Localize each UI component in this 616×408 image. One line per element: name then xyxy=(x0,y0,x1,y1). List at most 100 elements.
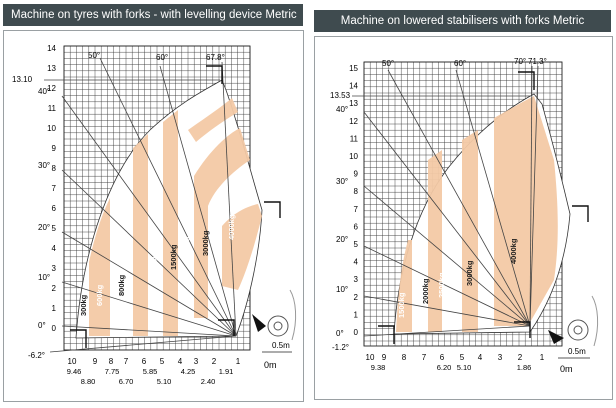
y-tick-label: 5 xyxy=(52,224,57,233)
y-tick-label: 14 xyxy=(47,44,56,53)
y-special-label: 13.53 xyxy=(330,91,351,100)
boom-angle-line xyxy=(529,65,533,327)
x-tick-label: 7 xyxy=(124,357,129,366)
y-tick-label: 1 xyxy=(354,310,359,319)
load-zone xyxy=(163,110,178,336)
x-tick-label: 5 xyxy=(460,353,465,362)
zero-label: 0m xyxy=(560,364,573,374)
load-label: 2000kg xyxy=(421,278,430,304)
boom-angle-line xyxy=(61,231,237,337)
y-tick-label: 9 xyxy=(52,144,57,153)
angle-label: 30° xyxy=(38,161,50,170)
angle-label: 0° xyxy=(336,329,344,338)
angle-label: 71.3° xyxy=(528,57,547,66)
x-special-label: 1.86 xyxy=(517,363,532,372)
angle-label-min: -1.2° xyxy=(332,343,349,352)
y-tick-label: 12 xyxy=(47,84,56,93)
y-tick-label: 4 xyxy=(52,244,57,253)
y-tick-label: 2 xyxy=(354,293,359,302)
load-chart-tyres: 67.8°60°50°40°30°20°10°0°-6.2°0123456789… xyxy=(12,44,297,386)
x-tick-label: 2 xyxy=(518,353,523,362)
chart-panel-stabilisers: Machine on lowered stabilisers with fork… xyxy=(308,0,616,408)
fork-icon xyxy=(70,329,87,348)
boom-angle-line xyxy=(363,295,531,327)
boom-angle-line xyxy=(363,245,531,327)
y-tick-label: 12 xyxy=(349,117,358,126)
y-tick-label: 4 xyxy=(354,258,359,267)
load-zone xyxy=(494,96,558,326)
fork-icon xyxy=(572,205,589,222)
y-tick-label: 3 xyxy=(52,264,57,273)
angle-label: 70° xyxy=(514,57,526,66)
y-tick-label: 9 xyxy=(354,170,359,179)
wheel-hub-icon xyxy=(573,325,583,335)
boom-angle-line xyxy=(49,335,237,353)
boom-angle-line xyxy=(61,281,237,337)
boom-angle-line xyxy=(363,325,531,337)
load-label: 4000kg xyxy=(227,214,236,240)
x-special-label: 6.20 xyxy=(437,363,452,372)
load-label: 3000kg xyxy=(465,260,474,286)
boom-angle-line xyxy=(529,65,539,327)
x-tick-label: 2 xyxy=(212,357,217,366)
load-label: 1500kg xyxy=(169,244,178,270)
load-zone xyxy=(396,240,412,332)
y-tick-label: 10 xyxy=(47,124,56,133)
x-special-label: 5.10 xyxy=(157,377,172,386)
y-tick-label: 8 xyxy=(52,164,57,173)
x-tick-label: 6 xyxy=(142,357,147,366)
boom-head-icon xyxy=(252,314,266,332)
wheel-icon xyxy=(267,315,289,337)
x-tick-label: 7 xyxy=(422,353,427,362)
load-label: 4000kg xyxy=(509,238,518,264)
x-tick-label: 10 xyxy=(366,353,375,362)
fork-icon xyxy=(206,65,223,84)
load-zone xyxy=(428,150,442,332)
angle-label: 30° xyxy=(336,177,348,186)
y-tick-label: 10 xyxy=(349,152,358,161)
fork-icon xyxy=(264,201,281,218)
boom-angle-line xyxy=(363,111,531,327)
load-label: 2500kg xyxy=(437,272,446,298)
angle-label: 20° xyxy=(336,235,348,244)
chart-frame xyxy=(3,30,304,402)
y-tick-label: 0 xyxy=(354,328,359,337)
x-tick-label: 1 xyxy=(540,353,545,362)
angle-label: 10° xyxy=(336,285,348,294)
y-tick-label: 6 xyxy=(52,204,57,213)
load-label: 3000kg xyxy=(201,230,210,256)
boom-head-icon xyxy=(548,330,564,344)
x-special-label: 5.10 xyxy=(457,363,472,372)
y-tick-label: 2 xyxy=(52,284,57,293)
x-tick-label: 8 xyxy=(109,357,114,366)
y-tick-label: 5 xyxy=(354,240,359,249)
load-zone xyxy=(194,128,250,318)
y-tick-label: 14 xyxy=(349,82,358,91)
fork-icon xyxy=(514,321,531,338)
y-tick-label: 3 xyxy=(354,275,359,284)
angle-label: 0° xyxy=(38,321,46,330)
angle-label: 40° xyxy=(38,87,50,96)
x-tick-label: 8 xyxy=(402,353,407,362)
y-tick-label: 6 xyxy=(354,222,359,231)
x-special-label: 8.80 xyxy=(81,377,96,386)
x-tick-label: 6 xyxy=(440,353,445,362)
angle-label: 40° xyxy=(336,105,348,114)
x-tick-label: 4 xyxy=(478,353,483,362)
x-special-label: 6.70 xyxy=(119,377,134,386)
y-tick-label: 0 xyxy=(52,324,57,333)
load-label: 300kg xyxy=(79,294,88,316)
fork-icon xyxy=(218,319,235,336)
y-tick-label: 7 xyxy=(354,205,359,214)
angle-label: 20° xyxy=(38,223,50,232)
angle-label: 60° xyxy=(454,59,466,68)
boom-angle-line xyxy=(363,185,531,327)
chart-title-stabilisers: Machine on lowered stabilisers with fork… xyxy=(314,10,611,32)
y-special-label: 13.10 xyxy=(12,75,33,84)
scale-label: 0.5m xyxy=(272,341,290,350)
x-tick-label: 4 xyxy=(178,357,183,366)
load-zone xyxy=(462,130,478,332)
angle-label: 10° xyxy=(38,273,50,282)
boom-angle-line xyxy=(61,169,237,337)
load-label: 600kg xyxy=(95,284,104,306)
